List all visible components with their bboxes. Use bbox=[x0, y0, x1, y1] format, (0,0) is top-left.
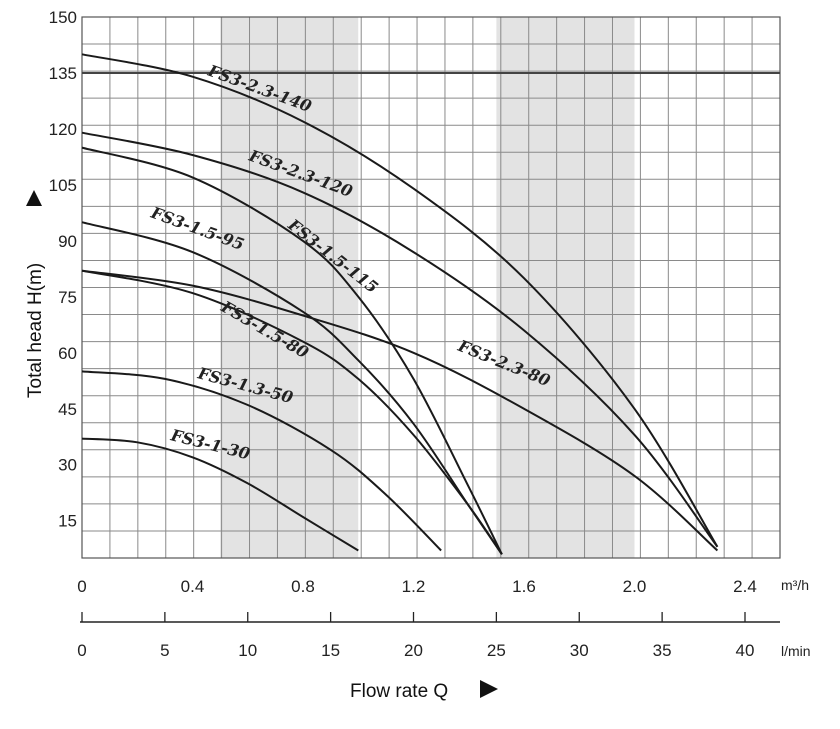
x-tick-label-lmin: 35 bbox=[653, 641, 672, 660]
y-tick-label: 75 bbox=[58, 288, 77, 307]
curve-fs3-2_3-80 bbox=[81, 269, 719, 552]
curve-fs3-1_5-115 bbox=[81, 146, 503, 555]
curves bbox=[81, 53, 719, 555]
grid bbox=[81, 16, 781, 559]
x-tick-label-lmin: 0 bbox=[77, 641, 86, 660]
x-unit-lmin: l/min bbox=[781, 643, 811, 659]
curve-fs3-1_5-80 bbox=[81, 269, 503, 555]
x-tick-label-lmin: 25 bbox=[487, 641, 506, 660]
x-tick-label-lmin: 10 bbox=[238, 641, 257, 660]
x-tick-label-m3h: 0 bbox=[77, 577, 86, 596]
plot-frame bbox=[81, 16, 781, 559]
y-tick-label: 45 bbox=[58, 400, 77, 419]
y-axis-title: Total head H(m) bbox=[25, 263, 46, 398]
x-axis-title: Flow rate Q bbox=[350, 681, 448, 702]
y-tick-label: 150 bbox=[49, 8, 77, 27]
x-tick-label-lmin: 30 bbox=[570, 641, 589, 660]
x-tick-label-m3h: 2.4 bbox=[733, 577, 757, 596]
x-tick-label-lmin: 40 bbox=[736, 641, 755, 660]
y-axis-arrow-icon bbox=[26, 190, 42, 206]
x-axis-arrow-icon bbox=[480, 680, 498, 698]
x-tick-label-lmin: 20 bbox=[404, 641, 423, 660]
x-tick-label-lmin: 5 bbox=[160, 641, 169, 660]
x-tick-label-m3h: 1.2 bbox=[402, 577, 426, 596]
y-tick-label: 15 bbox=[58, 512, 77, 531]
curve-fs3-1-30 bbox=[81, 437, 359, 552]
y-tick-label: 90 bbox=[58, 232, 77, 251]
curve-fs3-2_3-140 bbox=[81, 53, 719, 548]
y-tick-label: 60 bbox=[58, 344, 77, 363]
curve-fs3-2_3-120 bbox=[81, 131, 719, 548]
x-unit-m3h: m³/h bbox=[781, 577, 809, 593]
curve-fs3-1_3-50 bbox=[81, 370, 442, 552]
y-tick-label: 30 bbox=[58, 456, 77, 475]
x-tick-label-m3h: 2.0 bbox=[623, 577, 647, 596]
y-tick-label: 120 bbox=[49, 120, 77, 139]
y-tick-label: 135 bbox=[49, 64, 77, 83]
x-tick-label-lmin: 15 bbox=[321, 641, 340, 660]
x-tick-label-m3h: 0.4 bbox=[181, 577, 205, 596]
x-tick-label-m3h: 1.6 bbox=[512, 577, 536, 596]
y-tick-label: 105 bbox=[49, 176, 77, 195]
x-tick-label-m3h: 0.8 bbox=[291, 577, 315, 596]
